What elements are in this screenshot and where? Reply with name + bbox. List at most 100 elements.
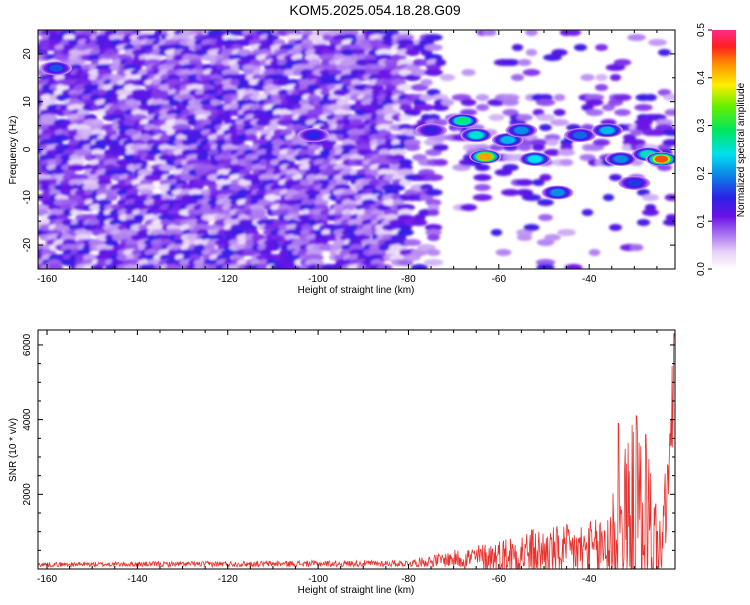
spectrogram-cell — [125, 239, 140, 246]
y-tick-label: -10 — [22, 190, 33, 205]
spectrogram-cell — [588, 249, 601, 256]
spectrogram-cell — [258, 44, 273, 51]
spectrogram-cell — [245, 129, 258, 136]
spectrogram-cell — [657, 89, 672, 96]
spectrogram-cell — [54, 134, 71, 141]
spectrogram-cell — [209, 74, 224, 81]
spectrogram-cell — [396, 84, 415, 91]
spectrogram-cell — [348, 239, 365, 246]
spectrogram-cell — [627, 34, 646, 41]
spectrogram-cell — [459, 204, 478, 211]
spectrogram-cell — [474, 164, 491, 171]
spectrogram-cell — [523, 224, 540, 231]
spectrogram-cell — [662, 129, 675, 136]
spectrogram-heatmap — [38, 30, 675, 269]
spectrogram-cell — [237, 214, 252, 221]
colorbar-tick-label: 0.5 — [696, 23, 707, 37]
spectrogram-cell — [662, 139, 675, 146]
spectrogram-cell — [83, 114, 98, 121]
spectrogram-cell — [397, 229, 414, 236]
spectrogram-cell — [424, 34, 443, 41]
spectrogram-cell — [398, 99, 413, 106]
spectrogram-cell — [47, 264, 64, 269]
spectrogram-cell — [398, 164, 413, 171]
spectrogram-cell — [516, 234, 533, 241]
spectrogram-cell — [522, 69, 541, 76]
spectrogram-cell — [658, 49, 671, 56]
spectrogram-cell — [228, 184, 247, 191]
spectrogram-cell — [411, 69, 428, 76]
spectrogram-cell — [580, 74, 595, 81]
spectrogram-cell — [543, 149, 562, 156]
spectrogram-cell — [397, 59, 414, 66]
spectrogram-cell — [335, 109, 350, 116]
y-tick-label: 20 — [22, 48, 33, 60]
spectrogram-cell — [528, 139, 549, 146]
spectrogram-cell — [560, 139, 573, 146]
spectrogram-cell — [392, 174, 405, 181]
x-tick-label: -140 — [127, 274, 147, 285]
hotspot-contour — [514, 126, 529, 135]
spectrogram-cell — [280, 129, 293, 136]
spectrogram-cell — [77, 249, 90, 256]
spectrogram-cell — [657, 144, 672, 151]
spectrogram-cell — [664, 194, 675, 201]
spectrogram-cell — [404, 109, 421, 116]
spectrogram-cell — [378, 244, 391, 251]
spectrogram-cell — [553, 94, 566, 101]
spectrogram-cell — [369, 64, 386, 71]
hotspot-contour — [613, 155, 628, 163]
spectrogram-cell — [152, 129, 169, 136]
spectrogram-cell — [222, 34, 239, 41]
spectrogram-cell — [426, 249, 441, 256]
spectrogram-cell — [77, 109, 90, 116]
spectrogram-hotspot — [564, 128, 597, 143]
spectrogram-cell — [314, 204, 329, 211]
spectrogram-cell — [516, 114, 533, 121]
hotspot-contour — [455, 117, 470, 125]
spectrogram-cell — [573, 44, 588, 51]
spectrogram-cell — [385, 169, 398, 176]
spectrogram-cell — [644, 94, 657, 101]
spectrogram-cell — [413, 44, 426, 51]
spectrogram-cell — [377, 159, 392, 166]
spectrogram-cell — [392, 184, 405, 191]
spectrogram-cell — [63, 169, 76, 176]
spectrogram-cell — [196, 229, 209, 236]
spectrogram-cell — [377, 164, 392, 171]
spectrogram-cell — [423, 174, 444, 181]
hotspot-contour — [501, 136, 515, 144]
spectrogram-cell — [252, 109, 265, 116]
spectrogram-cell — [515, 179, 534, 186]
spectrogram-cell — [581, 209, 594, 216]
spectrogram-cell — [613, 94, 632, 101]
spectrogram-cell — [48, 204, 63, 211]
spectrogram-cell — [336, 99, 349, 106]
spectrogram-cell — [349, 154, 364, 161]
spectrogram-cell — [252, 124, 265, 131]
spectrogram-cell — [634, 104, 653, 111]
spectrogram-cell — [75, 234, 92, 241]
spectrogram-cell — [595, 74, 608, 81]
spectrogram-y-label: Frequency (Hz) — [8, 116, 19, 185]
spectrogram-cell — [41, 129, 56, 136]
spectrogram-cell — [439, 74, 456, 81]
spectrogram-cell — [147, 34, 160, 41]
spectrogram-cell — [322, 34, 335, 41]
spectrogram-cell — [622, 134, 637, 141]
spectrogram-cell — [629, 244, 644, 251]
hotspot-contour — [627, 179, 642, 187]
spectrogram-cell — [118, 54, 133, 61]
spectrogram-cell — [307, 84, 322, 91]
spectrogram-hotspot — [604, 152, 637, 167]
spectrogram-cell — [364, 54, 377, 61]
snr-frame — [37, 329, 676, 570]
spectrogram-cell — [636, 189, 651, 196]
spectrogram-cell — [139, 134, 154, 141]
spectrogram-y-ticks: -20 -10 0 10 20 — [22, 29, 675, 270]
hotspot-contour — [573, 131, 587, 139]
spectrogram-cell — [47, 259, 64, 266]
spectrogram-cell — [174, 119, 189, 126]
spectrogram-hotspot — [460, 128, 493, 143]
